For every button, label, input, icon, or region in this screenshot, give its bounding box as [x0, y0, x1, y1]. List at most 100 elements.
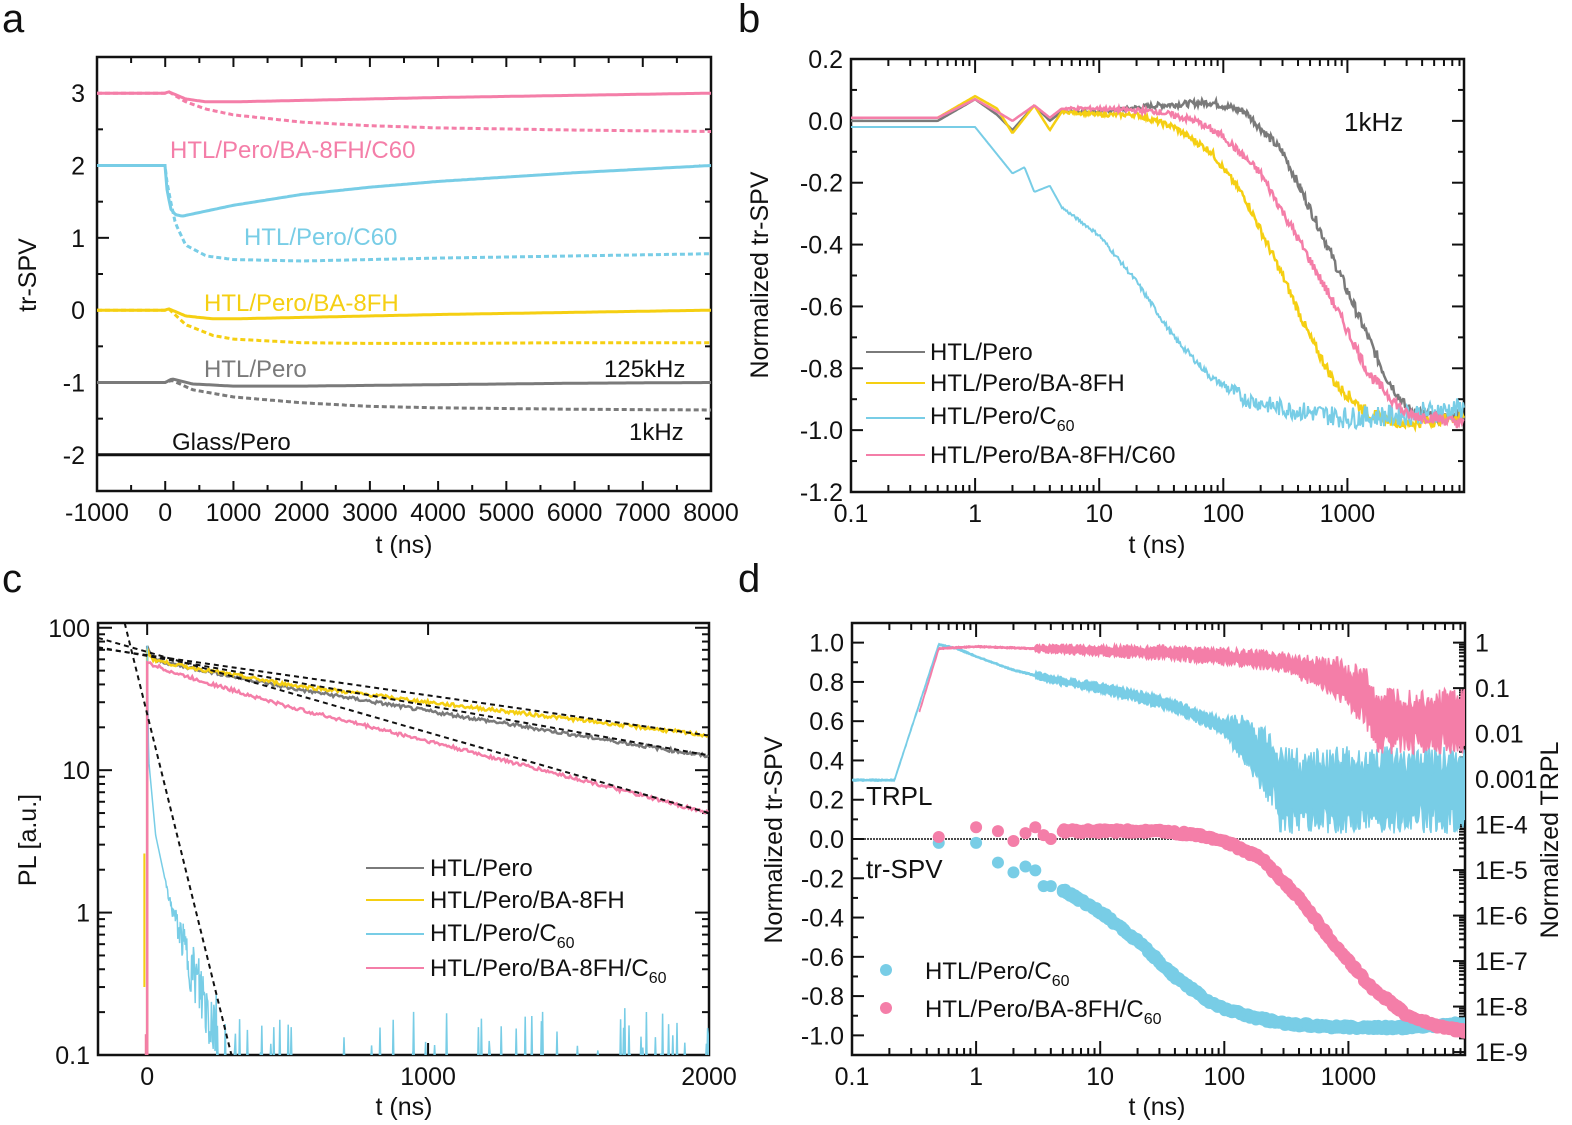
y-tick-label: 0.2	[809, 787, 844, 815]
y-tick-label: -0.2	[801, 865, 844, 893]
series-trpl-htl-pero-ba-8fh-c60-band	[918, 641, 1465, 756]
x-tick-label: 4000	[410, 499, 466, 527]
data-point	[1044, 880, 1057, 893]
x-tick-label: 3000	[342, 499, 398, 527]
y-tick-label: -1.0	[800, 417, 843, 445]
panel-letter-c: c	[2, 557, 22, 601]
y-tick-label: -0.4	[801, 905, 844, 933]
panel-a-label-pero: HTL/Pero	[204, 356, 307, 383]
panel-c-legend: HTL/Pero HTL/Pero/BA-8FH HTL/Pero/C60 HT…	[366, 855, 667, 987]
x-tick-label: 1000	[206, 499, 262, 527]
panel-letter-b: b	[738, 0, 760, 41]
x-tick-label: 0.1	[835, 1063, 870, 1091]
data-point	[970, 821, 983, 834]
x-tick-label: 1000	[1321, 1063, 1377, 1091]
data-point	[1019, 827, 1032, 840]
y-right-tick-label: 1E-7	[1475, 948, 1528, 976]
x-tick-label: -1000	[65, 499, 129, 527]
data-point	[1007, 866, 1020, 879]
y-tick-label: -1.2	[800, 479, 843, 507]
panel-d-plot-area	[852, 641, 1465, 1039]
series-trpl-htl-pero-ba-8fh-c60	[918, 641, 1465, 756]
series-htl-pero-c60	[146, 645, 709, 1055]
panel-d-ylabel-right: Normalized TRPL	[1536, 741, 1564, 938]
series-trpl-htl-pero-c60	[852, 642, 1465, 834]
y-right-tick-label: 1E-8	[1475, 994, 1528, 1022]
panel-a-xlabel: t (ns)	[376, 531, 433, 559]
y-right-tick-label: 0.1	[1475, 675, 1510, 703]
x-tick-label: 10	[1086, 1063, 1114, 1091]
y-tick-label: -0.6	[801, 944, 844, 972]
x-tick-label: 0	[158, 499, 172, 527]
panel-a-label-ba: HTL/Pero/BA-8FH	[204, 290, 399, 317]
data-point	[1458, 1023, 1465, 1036]
legend-label-htl-pero-c60: HTL/Pero/C60	[925, 958, 1070, 990]
y-tick-label: -1.0	[801, 1022, 844, 1050]
y-tick-label: 10	[62, 757, 90, 785]
legend-label-htl-pero-ba: HTL/Pero/BA-8FH	[930, 370, 1125, 397]
y-tick-label: 0.1	[55, 1042, 90, 1070]
series-htl-pero	[145, 645, 709, 1055]
x-tick-label: 2000	[274, 499, 330, 527]
y-tick-label: -2	[63, 442, 85, 470]
series-htl-pero-c60	[851, 126, 1465, 431]
y-right-tick-label: 1E-9	[1475, 1039, 1528, 1067]
y-tick-label: 0.4	[809, 747, 844, 775]
panel-d-ylabel: Normalized tr-SPV	[760, 736, 788, 943]
y-tick-label: 1	[71, 225, 85, 253]
y-tick-label: -0.8	[801, 983, 844, 1011]
y-tick-label: 1.0	[809, 630, 844, 658]
series-htl-pero-ba-8fh-c60-1khz	[97, 90, 711, 133]
y-tick-label: -0.6	[800, 293, 843, 321]
y-right-tick-label: 1E-6	[1475, 903, 1528, 931]
y-tick-label: 0.0	[809, 826, 844, 854]
data-point	[970, 836, 983, 849]
series-htl-pero-ba-8fh-125khz	[97, 307, 711, 321]
legend-label-htl-pero-ba-c60: HTL/Pero/BA-8FH/C60	[925, 996, 1162, 1028]
y-right-tick-label: 1E-4	[1475, 812, 1528, 840]
panel-letter-a: a	[2, 0, 25, 41]
x-tick-label: 6000	[547, 499, 603, 527]
data-point	[1019, 860, 1032, 873]
legend-label-htl-pero-c60: HTL/Pero/C60	[930, 403, 1075, 435]
y-tick-label: 2	[71, 153, 85, 181]
fit-htl-pero	[98, 646, 709, 757]
x-tick-label: 0.1	[834, 500, 869, 528]
y-tick-label: 1	[76, 900, 90, 928]
y-tick-label: 3	[71, 80, 85, 108]
data-point	[1007, 834, 1020, 847]
panel-a-chart: -1000 0 1000 2000 3000 4000 5000 6000 7000 8000 3 2…	[63, 55, 739, 527]
x-tick-label: 1000	[1320, 500, 1376, 528]
y-tick-label: 0	[71, 297, 85, 325]
fit-htl-pero-ba-8fh	[98, 647, 709, 737]
panel-letter-d: d	[738, 557, 760, 601]
panel-d-legend: HTL/Pero/C60 HTL/Pero/BA-8FH/C60	[880, 958, 1162, 1028]
y-right-tick-label: 0.001	[1475, 766, 1538, 794]
panel-c-chart: 0 1000 2000 0.1 1 10 100	[48, 615, 737, 1091]
data-point	[1029, 821, 1042, 834]
series-htl-pero-c60-1khz	[97, 164, 712, 263]
y-right-tick-label: 1	[1475, 630, 1489, 658]
panel-c-xlabel: t (ns)	[376, 1093, 433, 1121]
y-tick-label: 0.2	[808, 46, 843, 74]
y-tick-label: 0.0	[808, 108, 843, 136]
y-tick-label: -1	[63, 370, 85, 398]
series-htl-pero-1khz	[97, 379, 711, 412]
data-point	[991, 825, 1004, 838]
series-htl-pero-ba-8fh-c60	[851, 97, 1465, 429]
y-tick-label: -0.8	[800, 355, 843, 383]
series-htl-pero-125khz	[97, 377, 711, 388]
panel-a-plot-frame	[95, 55, 713, 493]
data-point	[1044, 833, 1057, 845]
legend-label-htl-pero: HTL/Pero	[430, 855, 533, 882]
panel-a-label-1khz: 1kHz	[629, 419, 684, 446]
series-tr-spv-htl-pero-ba-8fh-c60	[932, 821, 1465, 1039]
y-tick-label: 0.8	[809, 669, 844, 697]
x-tick-label: 8000	[683, 499, 739, 527]
y-tick-label: 100	[48, 615, 90, 643]
series-htl-pero-c60-125khz	[97, 164, 712, 218]
x-tick-label: 7000	[615, 499, 671, 527]
legend-label-htl-pero-ba-c60: HTL/Pero/BA-8FH/C60	[430, 955, 667, 987]
x-tick-label: 1	[969, 1063, 983, 1091]
